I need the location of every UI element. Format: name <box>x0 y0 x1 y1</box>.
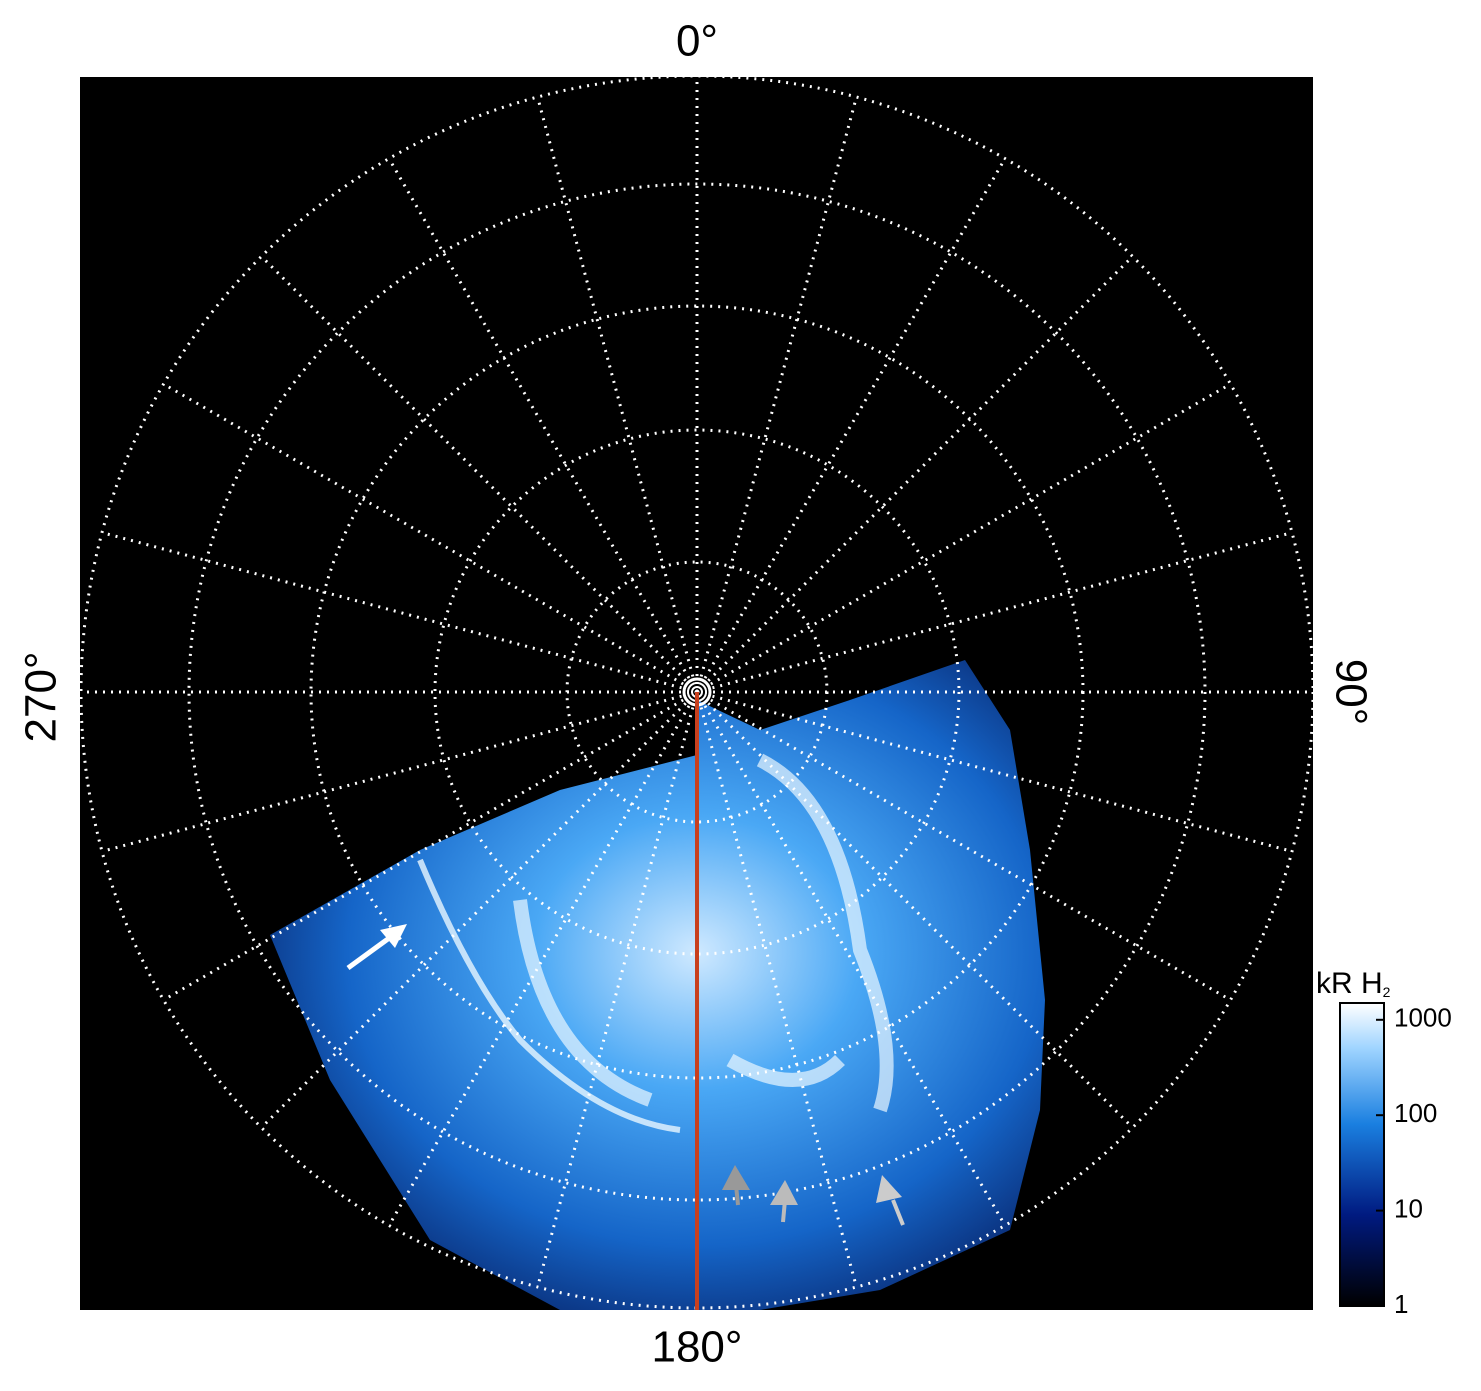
colorbar-title: kR H2 <box>1316 967 1391 1000</box>
grid-spoke <box>260 255 699 694</box>
colorbar-axis: 1 10 100 1000 <box>1376 1003 1452 1319</box>
label-bottom: 180° <box>651 1323 742 1372</box>
grid-spoke <box>695 691 858 1288</box>
label-right: 90° <box>1326 659 1375 726</box>
label-top: 0° <box>676 17 718 66</box>
colorbar <box>1339 1002 1385 1307</box>
grid-spoke <box>162 382 698 694</box>
grid-spoke <box>260 690 699 1129</box>
grid <box>79 74 1315 1310</box>
grid-spoke <box>696 531 1293 694</box>
label-left: 270° <box>17 651 66 742</box>
colorbar-title-main: kR H <box>1316 967 1383 1000</box>
grid-spoke <box>536 691 699 1288</box>
grid-spoke <box>387 157 699 693</box>
grid-circle <box>79 74 1315 1310</box>
grid-spoke <box>695 691 1007 1227</box>
grid-spoke <box>695 157 1007 693</box>
aurora-image <box>270 660 1045 1310</box>
grid-spoke <box>536 96 699 693</box>
aurora-arc <box>417 858 681 1133</box>
colorbar-tick-label: 10 <box>1394 1193 1423 1223</box>
grid-spoke <box>101 531 698 694</box>
grid-spoke <box>696 690 1232 1002</box>
colorbar-tick-label: 1 <box>1394 1289 1408 1319</box>
grid-circle <box>433 428 961 956</box>
grid-spoke <box>101 690 698 853</box>
colorbar-title-subscript: 2 <box>1383 984 1391 1000</box>
grid-spoke <box>695 255 1134 694</box>
colorbar-tick-label: 100 <box>1394 1098 1437 1128</box>
grid-spoke <box>162 690 698 1002</box>
grid-spoke <box>695 96 858 693</box>
grid-spoke <box>696 690 1293 853</box>
grid-spoke <box>387 691 699 1227</box>
grid-spoke <box>695 690 1134 1129</box>
aurora-oval <box>513 753 894 1113</box>
arrows <box>346 924 905 1226</box>
grid-circle <box>187 182 1207 1202</box>
grid-spoke <box>696 382 1232 694</box>
colorbar-tick-label: 1000 <box>1394 1003 1452 1033</box>
